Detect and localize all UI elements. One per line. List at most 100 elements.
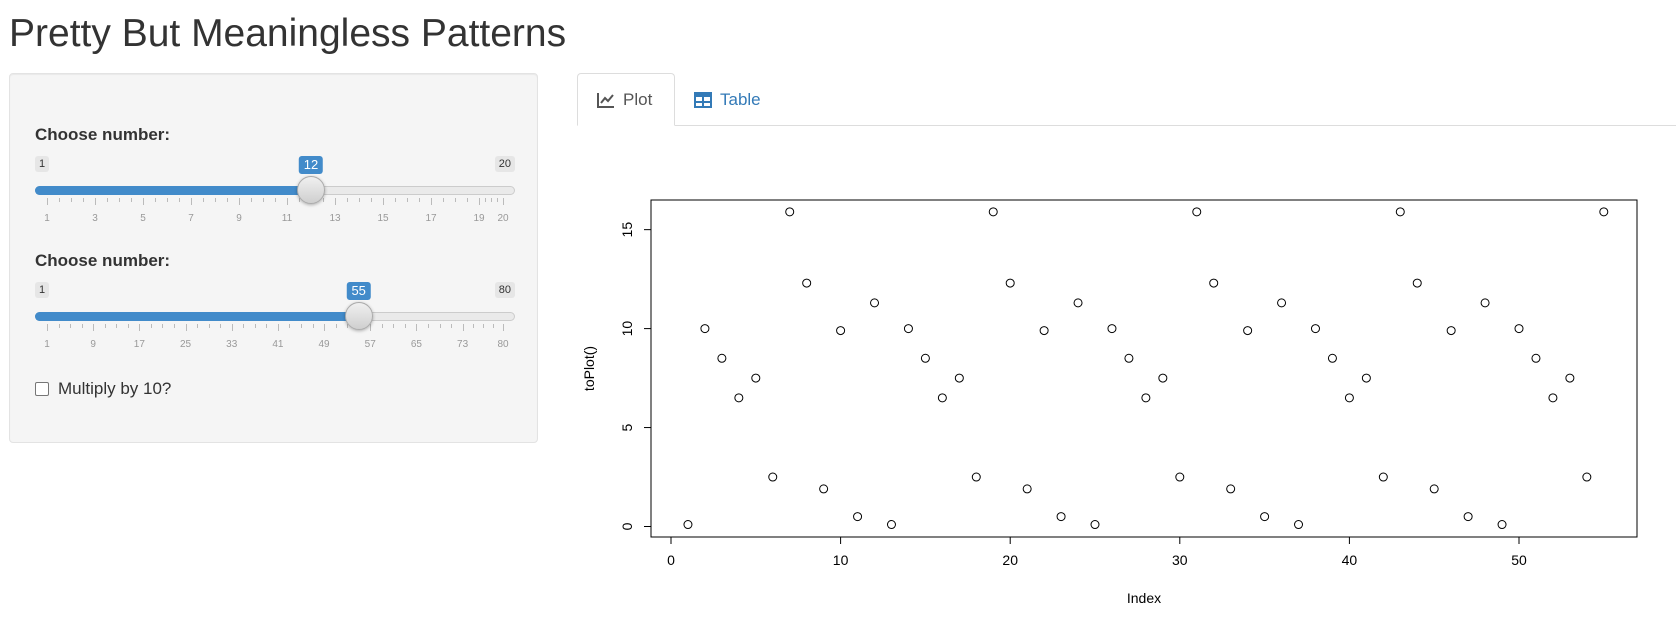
number-slider-2[interactable]: 1 80 55 1 9 17 25 33 41 49 57 65 73 80 <box>35 282 515 372</box>
slider-tick-label: 17 <box>133 339 145 350</box>
data-point <box>1090 520 1100 530</box>
slider-tick-label: 9 <box>90 339 96 350</box>
slider-minor-tick <box>208 324 210 328</box>
tab-plot[interactable]: Plot <box>577 73 675 126</box>
data-point <box>870 298 880 308</box>
slider-major-tick <box>503 324 504 331</box>
data-point <box>1022 484 1032 494</box>
tab-table[interactable]: Table <box>675 73 785 126</box>
data-point <box>971 472 981 482</box>
slider-min-label: 1 <box>35 282 50 298</box>
slider-max-label: 20 <box>494 156 515 172</box>
data-point <box>1395 207 1405 217</box>
data-point <box>734 393 744 403</box>
slider-minor-tick <box>251 198 252 202</box>
data-point <box>1260 512 1270 522</box>
slider-handle[interactable] <box>344 302 373 330</box>
slider-fill <box>35 312 359 321</box>
slider-minor-tick <box>263 198 264 202</box>
slider-major-tick <box>185 324 187 331</box>
page-title: Pretty But Meaningless Patterns <box>9 12 567 55</box>
slider1-label: Choose number: <box>35 125 171 144</box>
slider-minor-tick <box>70 324 72 328</box>
slider-minor-tick <box>335 324 337 328</box>
data-point <box>802 278 812 288</box>
slider-tick-label: 41 <box>272 339 284 350</box>
tab-plot-label: Plot <box>623 89 653 109</box>
multiply-checkbox-label[interactable]: Multiply by 10? <box>58 379 172 398</box>
slider-tick-label: 33 <box>226 339 238 350</box>
slider-tick-label: 1 <box>44 213 50 224</box>
slider-major-tick <box>47 198 48 205</box>
slider-minor-tick <box>485 198 486 202</box>
slider-minor-tick <box>179 198 180 202</box>
data-point <box>1158 373 1168 383</box>
y-tick-label: 10 <box>619 321 635 337</box>
data-point <box>920 353 930 363</box>
slider-minor-tick <box>220 324 222 328</box>
slider-major-tick <box>191 198 192 205</box>
sidebar-panel: Choose number: 1 20 12 1 3 5 7 9 11 13 15 17 19 20 Ch… <box>9 73 538 443</box>
x-tick-label: 40 <box>1342 552 1358 568</box>
data-point <box>717 353 727 363</box>
data-point <box>1124 353 1134 363</box>
slider-minor-tick <box>104 324 106 328</box>
slider-value-badge: 12 <box>298 156 324 174</box>
slider-tick-label: 73 <box>457 339 469 350</box>
slider-minor-tick <box>289 324 291 328</box>
slider-minor-tick <box>393 324 395 328</box>
data-point <box>1514 324 1524 334</box>
slider-minor-tick <box>254 324 256 328</box>
slider-minor-tick <box>439 324 441 328</box>
data-point <box>1243 326 1253 336</box>
slider-major-tick <box>47 324 48 331</box>
data-point <box>954 373 964 383</box>
slider-minor-tick <box>404 324 406 328</box>
data-point <box>1294 520 1304 530</box>
slider-minor-tick <box>81 324 83 328</box>
slider-value-badge: 55 <box>346 282 371 300</box>
slider-major-tick <box>479 198 480 205</box>
slider-tick-label: 5 <box>140 213 146 224</box>
multiply-checkbox[interactable] <box>35 382 49 396</box>
y-tick-label: 15 <box>619 222 635 238</box>
slider-major-tick <box>95 198 96 205</box>
slider-minor-tick <box>300 324 302 328</box>
tab-table-label: Table <box>720 89 761 109</box>
data-point <box>751 373 761 383</box>
slider-major-tick <box>287 198 288 205</box>
slider-handle[interactable] <box>297 176 325 204</box>
number-slider-1[interactable]: 1 20 12 1 3 5 7 9 11 13 15 17 19 20 <box>35 156 515 246</box>
y-tick-label: 5 <box>619 423 635 431</box>
slider-minor-tick <box>150 324 152 328</box>
slider-minor-tick <box>167 198 168 202</box>
data-point <box>886 520 896 530</box>
x-tick-label: 30 <box>1172 552 1188 568</box>
slider-minor-tick <box>116 324 118 328</box>
slider-tick-label: 19 <box>473 213 485 224</box>
slider-major-tick <box>231 324 233 331</box>
slider-tick-label: 13 <box>329 213 341 224</box>
slider-tick-label: 1 <box>44 339 50 350</box>
slider-major-tick <box>139 324 141 331</box>
data-point <box>937 393 947 403</box>
slider-tick-label: 20 <box>497 213 509 224</box>
slider-major-tick <box>431 198 432 205</box>
slider-minor-tick <box>58 324 60 328</box>
multiply-checkbox-row[interactable]: Multiply by 10? <box>35 379 171 399</box>
data-point <box>1548 393 1558 403</box>
slider-minor-tick <box>299 198 300 202</box>
slider-min-label: 1 <box>35 156 50 172</box>
tab-bar: Plot Table <box>577 73 1676 126</box>
slider-minor-tick <box>107 198 108 202</box>
data-point <box>785 207 795 217</box>
data-point <box>768 472 778 482</box>
data-point <box>1497 520 1507 530</box>
scatter-plot: 0 10 20 30 40 50 0 5 10 15 Index toPlot() <box>581 199 1638 606</box>
slider-minor-tick <box>173 324 175 328</box>
data-point <box>1446 326 1456 336</box>
data-point <box>1209 278 1219 288</box>
slider-minor-tick <box>312 324 314 328</box>
data-point <box>988 207 998 217</box>
data-point <box>853 512 863 522</box>
